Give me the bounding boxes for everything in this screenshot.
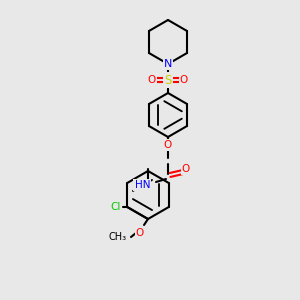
Text: O: O — [182, 164, 190, 174]
Text: O: O — [180, 75, 188, 85]
Text: O: O — [136, 228, 144, 238]
Text: CH₃: CH₃ — [109, 232, 127, 242]
Text: O: O — [148, 75, 156, 85]
Text: HN: HN — [134, 180, 150, 190]
Text: S: S — [164, 74, 172, 86]
Text: N: N — [164, 59, 172, 69]
Text: O: O — [164, 140, 172, 150]
Text: Cl: Cl — [110, 202, 120, 212]
